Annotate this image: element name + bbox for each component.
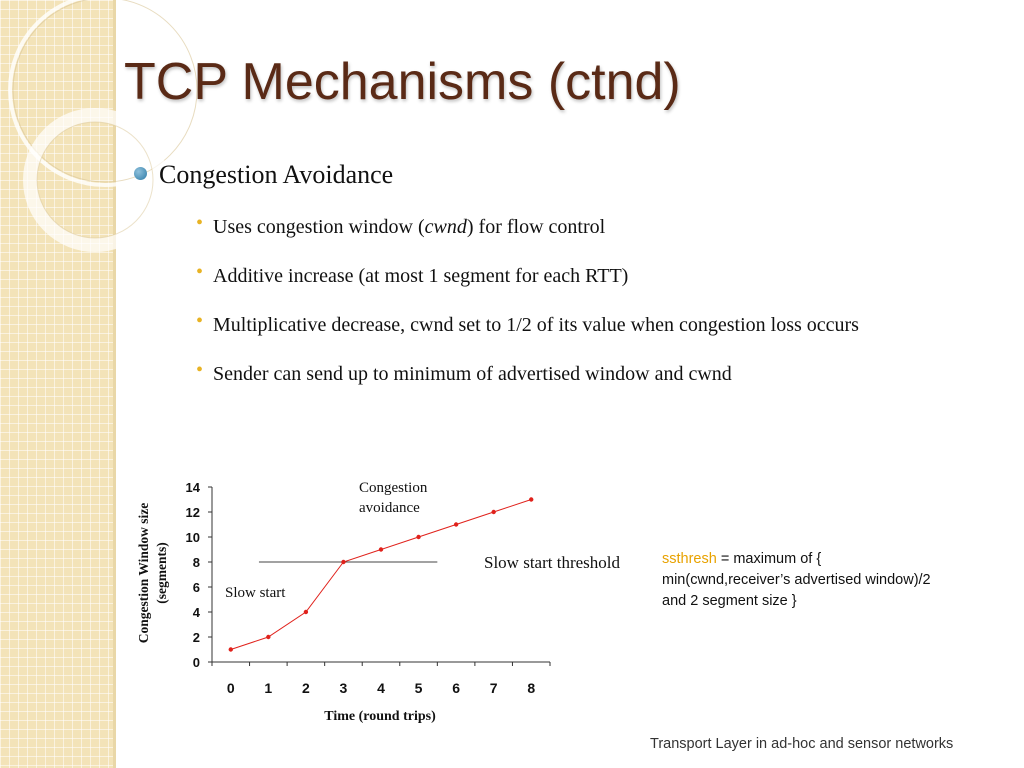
y-axis-title-line2: (segments) [154,542,169,603]
slide-title: TCP Mechanisms (ctnd) [124,53,681,111]
y-tick-label: 14 [186,480,201,495]
bullet-dot-icon [134,167,147,180]
cwnd-data-point [453,522,459,527]
y-tick-label: 8 [193,555,200,570]
formula-line1: = maximum of { [716,551,822,567]
x-tick-label: 4 [377,680,385,696]
y-tick-label: 6 [193,580,200,595]
bullet-dot-icon: • [196,359,204,381]
cwnd-data-point [491,509,496,515]
slide-footer: Transport Layer in ad-hoc and sensor net… [650,736,954,752]
x-tick-label: 6 [452,680,460,696]
y-axis-title: Congestion Window size (segments) [136,503,169,644]
list-item: • Multiplicative decrease, cwnd set to 1/… [196,310,859,363]
cwnd-data-point [266,634,271,640]
y-tick-label: 2 [193,630,200,645]
list-item-text: Uses congestion window ( [213,216,425,238]
slow-start-label: Slow start [225,585,286,601]
list-item-text: ) for flow control [466,216,606,238]
list-item-emphasis: cwnd [424,216,467,238]
list-item-text: Sender can send up to minimum of adverti… [213,363,732,385]
main-bullet-text: Congestion Avoidance [159,160,394,189]
bullet-dot-icon: • [196,310,204,332]
x-tick-label: 1 [264,680,272,696]
cwnd-data-point [529,497,534,502]
x-tick-label: 8 [527,680,535,696]
threshold-label: Slow start threshold [484,553,620,572]
cwnd-data-point [303,609,309,615]
formula-line2: min(cwnd,receiver’s advertised window)/2 [662,572,931,588]
list-item: • Additive increase (at most 1 segment fo… [196,261,859,314]
cwnd-data-point [378,547,384,552]
list-item-text: Multiplicative decrease, cwnd set to 1/2… [213,314,859,336]
decorative-side-strip [0,0,113,768]
list-item: • Uses congestion window (cwnd) for flow … [196,212,859,265]
y-tick-label: 0 [193,655,200,670]
ssthresh-formula: ssthresh = maximum of { min(cwnd,receive… [662,549,982,612]
y-tick-label: 4 [193,605,201,620]
formula-line3: and 2 segment size } [662,593,797,609]
x-tick-label: 7 [490,680,498,696]
cwnd-data-point [416,534,421,540]
bullet-dot-icon: • [196,261,204,283]
y-tick-label: 12 [186,505,200,520]
congestion-avoidance-label-line2: avoidance [359,500,420,516]
y-tick-label: 10 [186,530,200,545]
ssthresh-term: ssthresh [662,551,717,567]
cwnd-data-point [228,647,233,652]
bullet-dot-icon: • [196,212,204,234]
list-item: • Sender can send up to minimum of advert… [196,359,859,412]
sub-bullet-list: • Uses congestion window (cwnd) for flow … [196,212,859,412]
main-bullet: Congestion Avoidance [134,160,393,190]
side-strip-edge [113,0,116,768]
x-axis-title: Time (round trips) [324,709,436,724]
x-tick-label: 5 [415,680,423,696]
congestion-avoidance-label-line1: Congestion [359,480,428,496]
list-item-text: Additive increase (at most 1 segment for… [213,265,629,287]
y-axis-title-line1: Congestion Window size [136,503,151,644]
cwnd-data-point [341,559,346,565]
x-tick-label: 0 [227,680,235,696]
x-tick-label: 3 [340,680,348,696]
cwnd-series-line [230,499,532,650]
x-tick-label: 2 [302,680,310,696]
